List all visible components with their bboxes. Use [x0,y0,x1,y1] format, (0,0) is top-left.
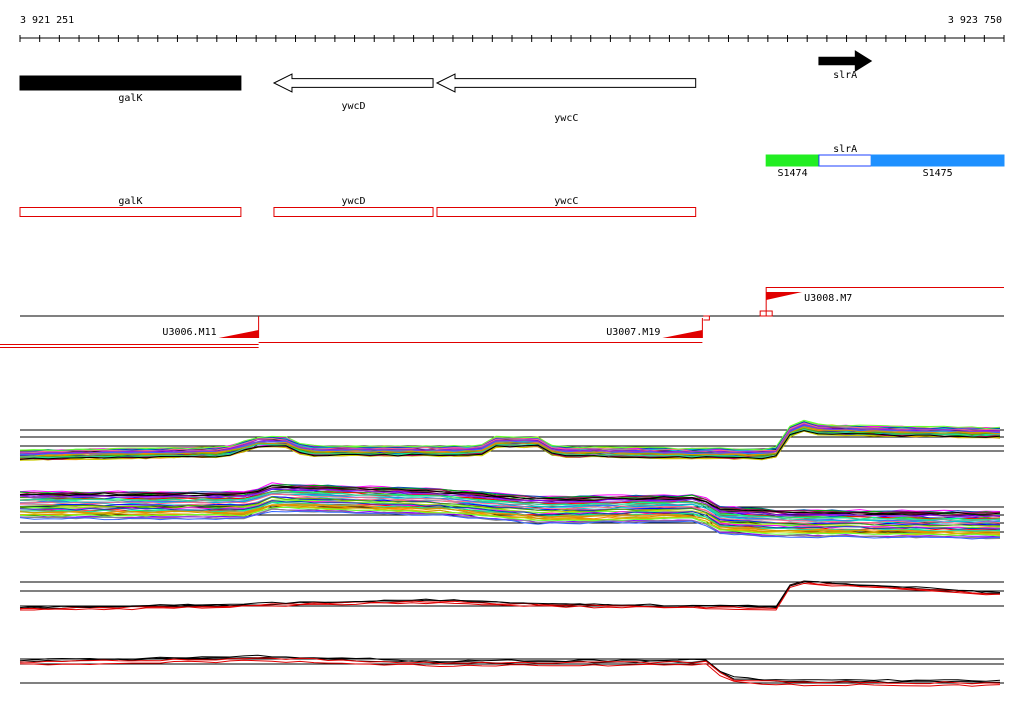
expression-profile-line [19,428,1001,459]
gene-label: galK [118,93,142,104]
segment-block [818,154,872,167]
gene-arrow [272,73,434,93]
ruler-ticks [19,35,1005,42]
gene-label: ywcD [341,101,365,112]
expression-profile-line [20,582,1001,611]
expression-profile-line [19,506,1001,537]
expression-profile-line [19,430,1001,460]
cds-box [273,207,434,217]
cds-box [19,207,242,217]
transcription-unit-label: U3007.M19 [606,327,660,338]
expression-panel-2 [19,482,1004,540]
gene-label: ywcC [554,113,578,124]
cds-track: galK ywcD ywcC [19,196,697,217]
transcription-unit-track: U3006.M11 U3007.M19 U3008.M7 [0,287,1004,348]
expression-profile-line [19,659,1001,687]
promoter-box [759,310,773,317]
cds-box [436,207,697,217]
expression-profile-line [19,503,1001,534]
expression-profile-line [19,423,1001,455]
promoter-bracket [703,315,710,321]
gene-arrow [19,75,242,91]
expression-profile-line [19,510,1001,540]
expression-panel-3 [19,580,1004,611]
promoter-flag [662,330,703,338]
gene-track: galK ywcD ywcC slrA [19,50,873,124]
segment-label: S1474 [777,168,807,179]
segment-block [765,154,820,167]
expression-profile-line [19,496,1001,527]
segment-block [870,154,1005,167]
expression-profile-line [20,485,1001,515]
segment-label: slrA [833,144,857,155]
end-coordinate-label: 3 923 750 [948,15,1002,26]
expression-panel-1 [19,419,1004,461]
expression-profile-line [19,500,1001,530]
cds-label: ywcD [341,196,365,207]
promoter-flag [218,330,259,338]
expression-profile-line [19,656,1001,684]
expression-profile-line [19,657,1001,685]
gene-arrow [435,73,697,93]
expression-profile-line [19,499,1001,530]
segment-label: S1475 [923,168,953,179]
expression-profile-line [19,426,1001,458]
segment-track: S1474 slrA S1475 [765,144,1005,179]
gene-label: slrA [833,70,857,81]
start-coordinate-label: 3 921 251 [20,15,74,26]
expression-profile-line [19,493,1001,524]
expression-profile-line [19,491,1001,521]
coordinate-ruler: 3 921 251 3 923 750 [19,15,1005,42]
expression-panel-4 [19,654,1004,687]
transcription-unit-label: U3008.M7 [804,293,852,304]
transcription-unit-label: U3006.M11 [162,327,216,338]
expression-profile-line [19,422,1001,453]
expression-profile-line [19,488,1001,518]
cds-label: ywcC [554,196,578,207]
cds-label: galK [118,196,142,207]
promoter-flag [766,292,803,300]
expression-profile-line [19,581,1001,609]
expression-profile-line [19,419,1001,451]
gene-arrow [818,50,873,72]
